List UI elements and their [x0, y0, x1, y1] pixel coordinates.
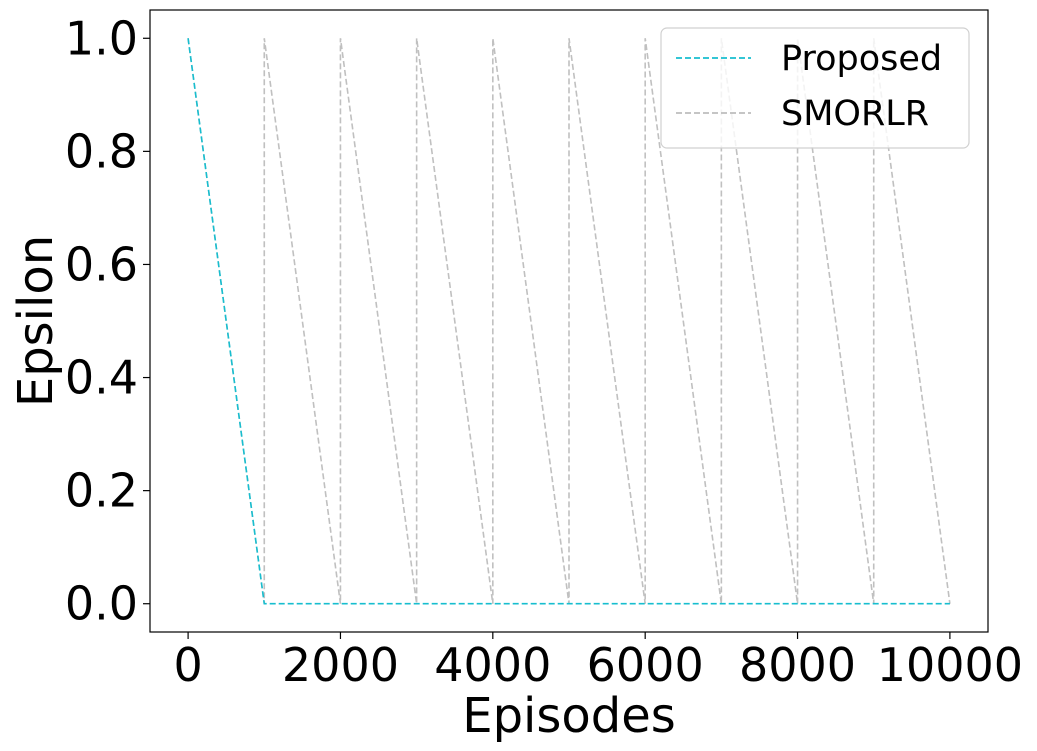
y-tick-label: 0.2 — [65, 464, 138, 518]
y-axis: 0.0 0.2 0.4 0.6 0.8 1.0 — [65, 11, 150, 631]
x-tick-label: 8000 — [739, 638, 856, 692]
x-tick-label: 10000 — [877, 638, 1023, 692]
y-tick-label: 0.0 — [65, 577, 138, 631]
y-tick-label: 0.4 — [65, 351, 138, 405]
legend-label-smorlr: SMORLR — [781, 94, 929, 134]
legend-box — [660, 27, 970, 149]
x-axis-label: Episodes — [462, 688, 676, 744]
plot-area-frame — [149, 9, 989, 633]
y-tick-label: 1.0 — [65, 11, 138, 65]
x-tick-label: 2000 — [282, 638, 399, 692]
legend-label-proposed: Proposed — [781, 39, 942, 79]
x-tick-label: 6000 — [587, 638, 704, 692]
y-tick-label: 0.8 — [65, 124, 138, 178]
x-axis: 0 2000 4000 6000 8000 10000 — [173, 632, 1023, 692]
x-tick-label: 0 — [173, 638, 202, 692]
legend: Proposed SMORLR — [660, 27, 970, 149]
x-tick-label: 4000 — [434, 638, 551, 692]
y-tick-label: 0.6 — [65, 237, 138, 291]
y-axis-label: Epsilon — [8, 235, 64, 407]
series-line-proposed — [187, 38, 950, 605]
